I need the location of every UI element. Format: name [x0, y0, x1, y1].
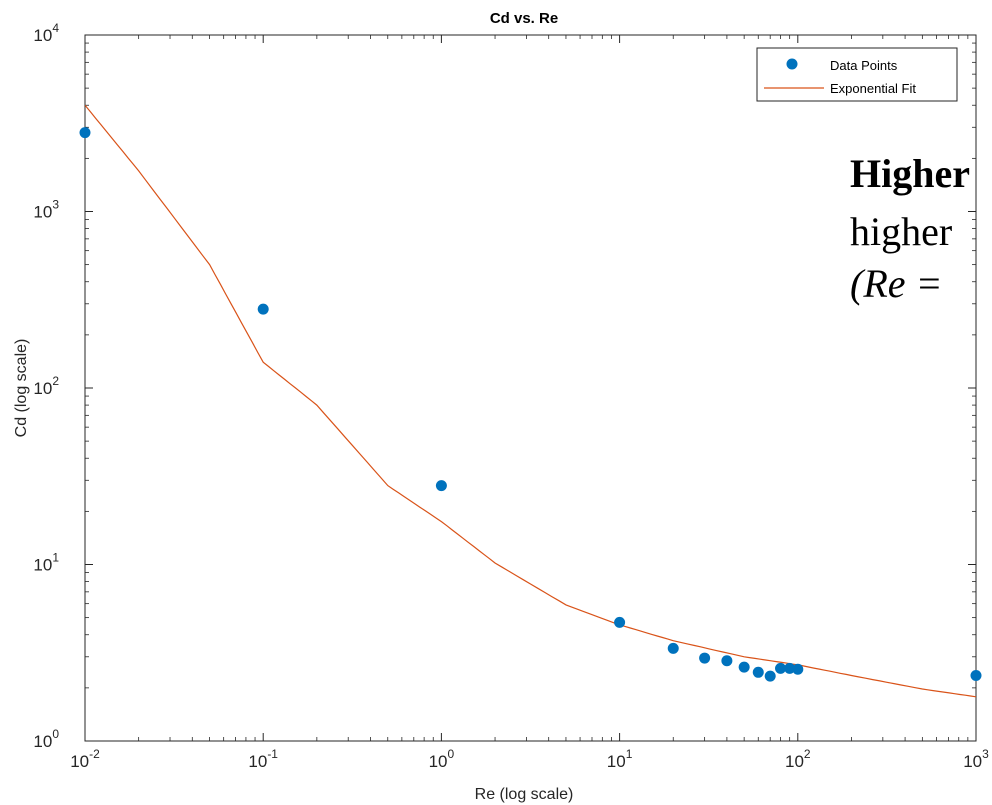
legend: Data Points Exponential Fit: [756, 47, 958, 102]
data-point: [667, 642, 679, 654]
data-point: [738, 661, 750, 673]
data-point: [784, 662, 796, 674]
plot-area: [84, 34, 977, 742]
data-point: [614, 616, 626, 628]
plot-frame: [84, 34, 977, 742]
x-tick-label: 103: [963, 747, 989, 771]
slide-text-line-3: (Re =: [850, 261, 943, 306]
x-tick-label: 101: [607, 747, 633, 771]
y-axis-title: Cd (log scale): [13, 339, 30, 438]
x-tick-label: 100: [429, 747, 455, 771]
data-point: [699, 652, 711, 664]
data-point: [792, 663, 804, 675]
y-tick-label: 100: [33, 727, 59, 751]
data-point: [79, 127, 91, 139]
legend-label-exponential-fit: Exponential Fit: [830, 81, 916, 96]
data-point: [435, 480, 447, 492]
slide-text-line-2: higher: [850, 209, 953, 254]
data-point: [752, 666, 764, 678]
y-tick-label: 102: [33, 374, 59, 398]
legend-box: [756, 47, 958, 102]
data-point: [257, 303, 269, 315]
minor-ticks: [85, 35, 976, 741]
slide-text-line-1: Higher: [850, 151, 970, 196]
data-point: [721, 655, 733, 667]
data-point: [970, 670, 982, 682]
legend-label-data-points: Data Points: [830, 58, 898, 73]
legend-marker-data-points: [786, 58, 798, 70]
x-axis-title: Re (log scale): [475, 786, 574, 803]
x-tick-label: 10-1: [248, 747, 278, 771]
x-tick-label: 102: [785, 747, 811, 771]
data-point: [775, 662, 787, 674]
y-tick-label: 103: [33, 198, 59, 222]
chart-title: Cd vs. Re: [490, 10, 558, 27]
x-tick-label: 10-2: [70, 747, 100, 771]
x-axis-ticks: 10-2 10-1 100 101 102 103: [70, 35, 989, 771]
fit-line: [85, 104, 976, 698]
y-axis-ticks: 100 101 102 103 104: [33, 21, 976, 751]
data-point: [764, 670, 776, 682]
y-tick-label: 101: [33, 551, 59, 575]
series-layer: [79, 104, 982, 698]
y-tick-label: 104: [33, 21, 59, 45]
